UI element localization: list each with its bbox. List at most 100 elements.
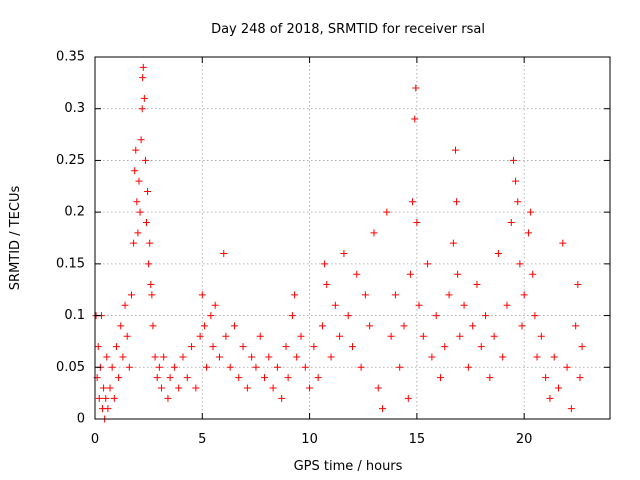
y-tick-label: 0.1: [64, 308, 85, 323]
data-point: [456, 332, 464, 340]
data-point: [436, 374, 444, 382]
data-point: [103, 353, 111, 361]
data-point: [413, 218, 421, 226]
data-point: [454, 270, 462, 278]
axis-ticks: 0 0.05 0.1 0.15 0.2 0.25 0.3 0.35 0 5 10 15 20: [56, 50, 610, 447]
y-axis-label: SRMTID / TECUs: [8, 186, 23, 291]
data-point: [139, 63, 147, 71]
data-point: [143, 218, 150, 226]
data-point: [453, 198, 461, 206]
data-point: [158, 384, 166, 392]
data-point: [265, 353, 273, 361]
data-point: [135, 177, 143, 185]
data-point: [188, 343, 196, 351]
data-point: [160, 353, 168, 361]
data-point: [318, 322, 326, 330]
data-point: [441, 343, 449, 351]
y-tick-label: 0.3: [64, 101, 85, 116]
data-point: [520, 291, 528, 299]
data-point: [95, 394, 103, 402]
data-point: [555, 384, 562, 392]
data-point: [196, 332, 204, 340]
data-point: [132, 146, 140, 154]
data-point: [542, 374, 550, 382]
data-point: [415, 301, 423, 309]
data-point: [220, 250, 228, 258]
data-point: [138, 105, 146, 113]
data-point: [529, 270, 537, 278]
data-point: [512, 177, 520, 185]
data-point: [155, 363, 163, 371]
data-point: [151, 353, 159, 361]
data-point: [170, 363, 178, 371]
data-point: [301, 363, 309, 371]
data-point: [230, 322, 238, 330]
data-point: [288, 312, 296, 320]
data-point: [361, 291, 369, 299]
data-point: [490, 332, 498, 340]
data-point: [141, 156, 149, 164]
data-point: [449, 239, 457, 247]
data-point: [412, 84, 420, 92]
data-point: [323, 281, 331, 289]
data-point: [486, 374, 494, 382]
data-point: [243, 384, 251, 392]
data-point: [145, 260, 153, 268]
data-point: [499, 353, 507, 361]
data-point: [198, 291, 206, 299]
data-point: [269, 384, 277, 392]
y-tick-label: 0.2: [64, 205, 85, 220]
x-tick-label: 20: [516, 432, 533, 447]
data-point: [578, 343, 586, 351]
data-point: [291, 291, 299, 299]
data-point: [518, 322, 526, 330]
data-point: [469, 322, 477, 330]
data-point: [166, 374, 174, 382]
data-point: [261, 374, 269, 382]
data-point: [567, 405, 575, 413]
data-point: [137, 136, 145, 144]
data-point: [531, 312, 539, 320]
data-point: [112, 343, 120, 351]
data-point: [278, 394, 286, 402]
data-point: [503, 301, 511, 309]
data-point: [572, 322, 580, 330]
data-point: [282, 343, 290, 351]
data-point: [108, 363, 116, 371]
data-point: [127, 291, 135, 299]
y-tick-label: 0.05: [56, 360, 85, 375]
data-point: [104, 405, 112, 413]
data-point: [400, 322, 408, 330]
data-point: [344, 312, 352, 320]
data-point: [248, 353, 256, 361]
data-point: [131, 167, 139, 175]
data-point: [445, 291, 453, 299]
data-point: [379, 405, 387, 413]
x-tick-label: 0: [91, 432, 99, 447]
data-point: [349, 343, 356, 351]
x-axis-label: GPS time / hours: [294, 459, 403, 474]
data-points: [92, 63, 586, 423]
data-point: [110, 394, 118, 402]
data-point: [207, 312, 215, 320]
data-point: [117, 322, 125, 330]
data-point: [424, 260, 432, 268]
data-point: [235, 374, 243, 382]
data-point: [102, 394, 110, 402]
data-point: [321, 260, 329, 268]
data-point: [133, 198, 141, 206]
data-point: [514, 198, 522, 206]
data-point: [310, 343, 318, 351]
y-tick-label: 0.15: [56, 256, 85, 271]
data-point: [574, 281, 582, 289]
data-point: [293, 353, 301, 361]
data-point: [340, 250, 348, 258]
data-point: [494, 250, 502, 258]
data-point: [482, 312, 490, 320]
data-point: [100, 384, 108, 392]
chart-title: Day 248 of 2018, SRMTID for receiver rsa…: [211, 22, 485, 37]
data-point: [411, 115, 419, 123]
data-point: [215, 353, 223, 361]
data-point: [153, 374, 161, 382]
